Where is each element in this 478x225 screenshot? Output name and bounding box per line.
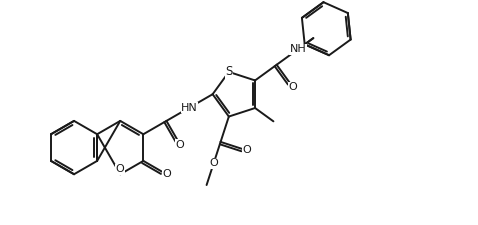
Text: NH: NH bbox=[290, 44, 306, 54]
Text: O: O bbox=[162, 169, 171, 179]
Text: O: O bbox=[209, 158, 218, 169]
Text: O: O bbox=[289, 82, 297, 92]
Text: HN: HN bbox=[181, 103, 198, 112]
Text: O: O bbox=[116, 164, 125, 174]
Text: O: O bbox=[242, 145, 251, 155]
Text: O: O bbox=[176, 140, 185, 150]
Text: S: S bbox=[225, 65, 232, 78]
